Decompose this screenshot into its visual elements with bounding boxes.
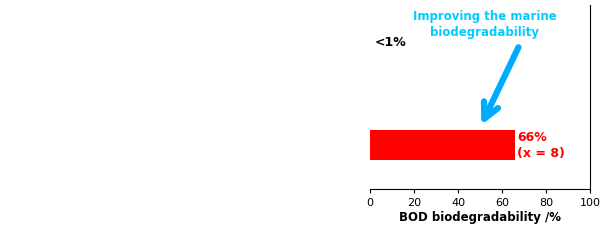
Text: 66%
(x = 8): 66% (x = 8) bbox=[518, 131, 565, 160]
Bar bbox=[370, 130, 515, 161]
Text: <1%: <1% bbox=[374, 36, 406, 49]
Bar bbox=[370, 50, 372, 80]
Text: Improving the marine
biodegradability: Improving the marine biodegradability bbox=[412, 10, 556, 39]
X-axis label: BOD biodegradability /%: BOD biodegradability /% bbox=[399, 211, 561, 224]
